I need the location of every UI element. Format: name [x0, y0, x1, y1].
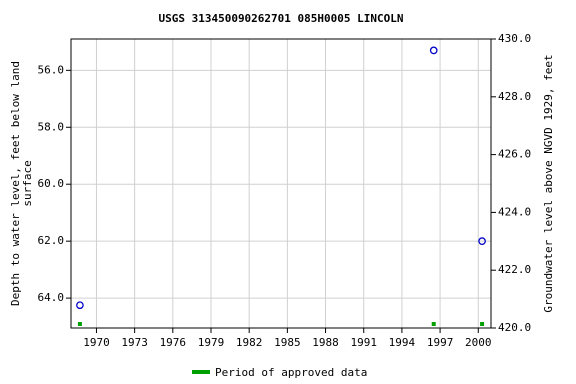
- y-tick-label: 60.0: [38, 177, 65, 190]
- x-tick-label: 1976: [160, 336, 187, 349]
- y-axis-label: Depth to water level, feet below landsur…: [9, 61, 34, 306]
- y-tick-label: 62.0: [38, 234, 65, 247]
- y2-tick-label: 424.0: [498, 205, 531, 218]
- x-tick-label: 1994: [389, 336, 416, 349]
- chart-title: USGS 313450090262701 085H0005 LINCOLN: [158, 12, 403, 25]
- x-tick-label: 1979: [198, 336, 225, 349]
- x-tick-label: 1970: [83, 336, 110, 349]
- x-tick-label: 1991: [350, 336, 377, 349]
- y2-tick-label: 422.0: [498, 263, 531, 276]
- x-tick-label: 2000: [465, 336, 492, 349]
- y2-tick-label: 430.0: [498, 32, 531, 45]
- x-tick-label: 1997: [427, 336, 454, 349]
- y-tick-label: 56.0: [38, 63, 65, 76]
- y2-tick-label: 428.0: [498, 90, 531, 103]
- data-point: [76, 301, 84, 310]
- plot-area: [71, 39, 491, 328]
- plot-frame: [70, 38, 492, 329]
- y2-tick-label: 420.0: [498, 321, 531, 334]
- approved-period: [77, 322, 82, 326]
- legend-label: Period of approved data: [215, 366, 367, 379]
- y-tick-label: 64.0: [38, 291, 65, 304]
- data-point: [429, 46, 438, 55]
- x-tick-label: 1985: [274, 336, 301, 349]
- x-tick-label: 1988: [312, 336, 339, 349]
- data-point: [478, 237, 486, 246]
- x-tick-label: 1982: [236, 336, 263, 349]
- approved-period: [431, 322, 436, 326]
- y2-tick-label: 426.0: [498, 148, 531, 161]
- x-tick-label: 1973: [121, 336, 148, 349]
- y-tick-label: 58.0: [38, 120, 65, 133]
- y2-axis-label: Groundwater level above NGVD 1929, feet: [542, 54, 555, 312]
- approved-period: [480, 322, 485, 326]
